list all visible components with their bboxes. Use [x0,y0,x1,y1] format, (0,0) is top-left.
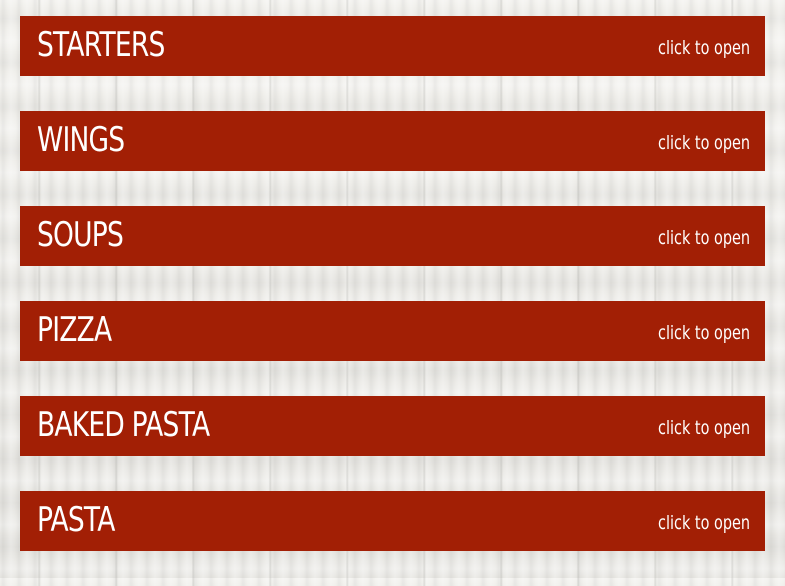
section-pasta[interactable]: PASTA click to open [20,491,765,551]
section-title: PASTA [37,500,115,540]
section-pizza[interactable]: PIZZA click to open [20,301,765,361]
section-title: BAKED PASTA [37,405,210,445]
section-starters[interactable]: STARTERS click to open [20,16,765,76]
section-title: PIZZA [37,310,112,350]
menu-accordion: STARTERS click to open WINGS click to op… [20,16,765,586]
section-title: SOUPS [37,215,124,255]
section-title: STARTERS [37,25,165,65]
section-soups[interactable]: SOUPS click to open [20,206,765,266]
click-to-open-hint: click to open [658,36,750,59]
click-to-open-hint: click to open [658,321,750,344]
click-to-open-hint: click to open [658,131,750,154]
section-baked-pasta[interactable]: BAKED PASTA click to open [20,396,765,456]
section-wings[interactable]: WINGS click to open [20,111,765,171]
section-title: WINGS [37,120,125,160]
click-to-open-hint: click to open [658,511,750,534]
click-to-open-hint: click to open [658,416,750,439]
click-to-open-hint: click to open [658,226,750,249]
